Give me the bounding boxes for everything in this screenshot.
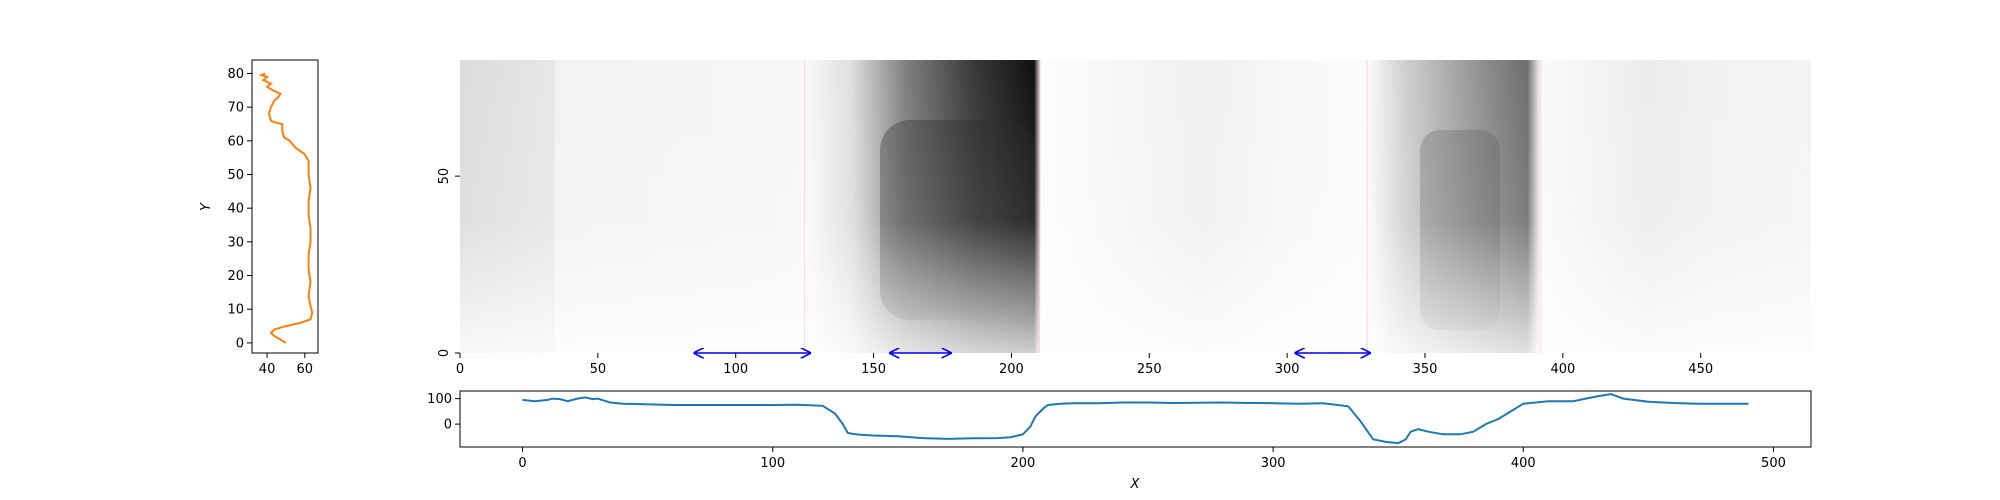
vertical-profile-y-tick-label: 30 (227, 235, 244, 250)
vertical-profile-x-tick-label: 40 (259, 362, 276, 377)
heatmap-x-tick-label: 150 (861, 362, 886, 377)
heatmap-boundaries (804, 60, 1542, 353)
vertical-profile-y-tick-label: 60 (227, 134, 244, 149)
heatmap-x-tick-label: 0 (456, 362, 464, 377)
vertical-profile-y-tick-label: 10 (227, 303, 244, 318)
horizontal-profile-x-tick-label: 100 (760, 456, 785, 471)
heatmap-y-ticks: 0 50 (437, 168, 460, 357)
heatmap-x-tick-label: 250 (1137, 362, 1162, 377)
horizontal-profile-y-tick-label: 100 (427, 392, 452, 407)
horizontal-profile-x-label: X (1130, 477, 1141, 492)
vertical-profile-frame (251, 59, 319, 354)
vertical-profile-y-label: Y (199, 202, 214, 211)
horizontal-profile-x-ticks: 0 100 200 300 400 500 (518, 447, 1786, 471)
horizontal-profile-series-line (522, 393, 1749, 445)
vertical-profile-y-tick-label: 80 (227, 67, 244, 82)
heatmap-plot: 0 50 100 150 200 250 300 350 400 450 0 50 (437, 60, 1811, 377)
vertical-profile-y-tick-label: 50 (227, 168, 244, 183)
vertical-profile-x-ticks: 40 60 (259, 353, 313, 377)
heatmap-x-tick-label: 300 (1275, 362, 1300, 377)
horizontal-profile-x-tick-label: 300 (1261, 456, 1286, 471)
horizontal-profile-plot: 0 100 200 300 400 500 0 100 X (427, 390, 1812, 492)
vertical-profile-y-tick-label: 0 (236, 336, 244, 351)
heatmap-x-tick-label: 350 (1413, 362, 1438, 377)
vertical-profile-y-ticks: 0 10 20 30 40 50 60 70 80 (227, 67, 252, 351)
heatmap-fade-overlay (460, 60, 1811, 353)
heatmap-x-ticks: 0 50 100 150 200 250 300 350 400 450 (456, 353, 1713, 377)
vertical-profile-plot: 40 60 0 10 20 30 40 50 60 70 80 Y (199, 59, 319, 377)
vertical-profile-y-tick-label: 40 (227, 202, 244, 217)
heatmap-x-tick-label: 200 (999, 362, 1024, 377)
horizontal-profile-x-tick-label: 200 (1011, 456, 1036, 471)
horizontal-profile-y-ticks: 0 100 (427, 392, 460, 433)
horizontal-profile-x-tick-label: 0 (518, 456, 526, 471)
horizontal-profile-x-tick-label: 400 (1511, 456, 1536, 471)
heatmap-x-tick-label: 50 (590, 362, 607, 377)
vertical-profile-x-tick-label: 60 (297, 362, 314, 377)
heatmap-y-tick-label: 0 (437, 349, 452, 357)
vertical-profile-y-tick-label: 70 (227, 101, 244, 116)
horizontal-profile-frame (459, 390, 1812, 448)
heatmap-y-tick-label: 50 (437, 168, 452, 185)
heatmap-x-tick-label: 100 (723, 362, 748, 377)
heatmap-x-tick-label: 400 (1550, 362, 1575, 377)
vertical-profile-y-tick-label: 20 (227, 269, 244, 284)
horizontal-profile-y-tick-label: 0 (444, 418, 452, 433)
heatmap-x-tick-label: 450 (1688, 362, 1713, 377)
horizontal-profile-x-tick-label: 500 (1761, 456, 1786, 471)
vertical-profile-series-line (258, 72, 314, 344)
